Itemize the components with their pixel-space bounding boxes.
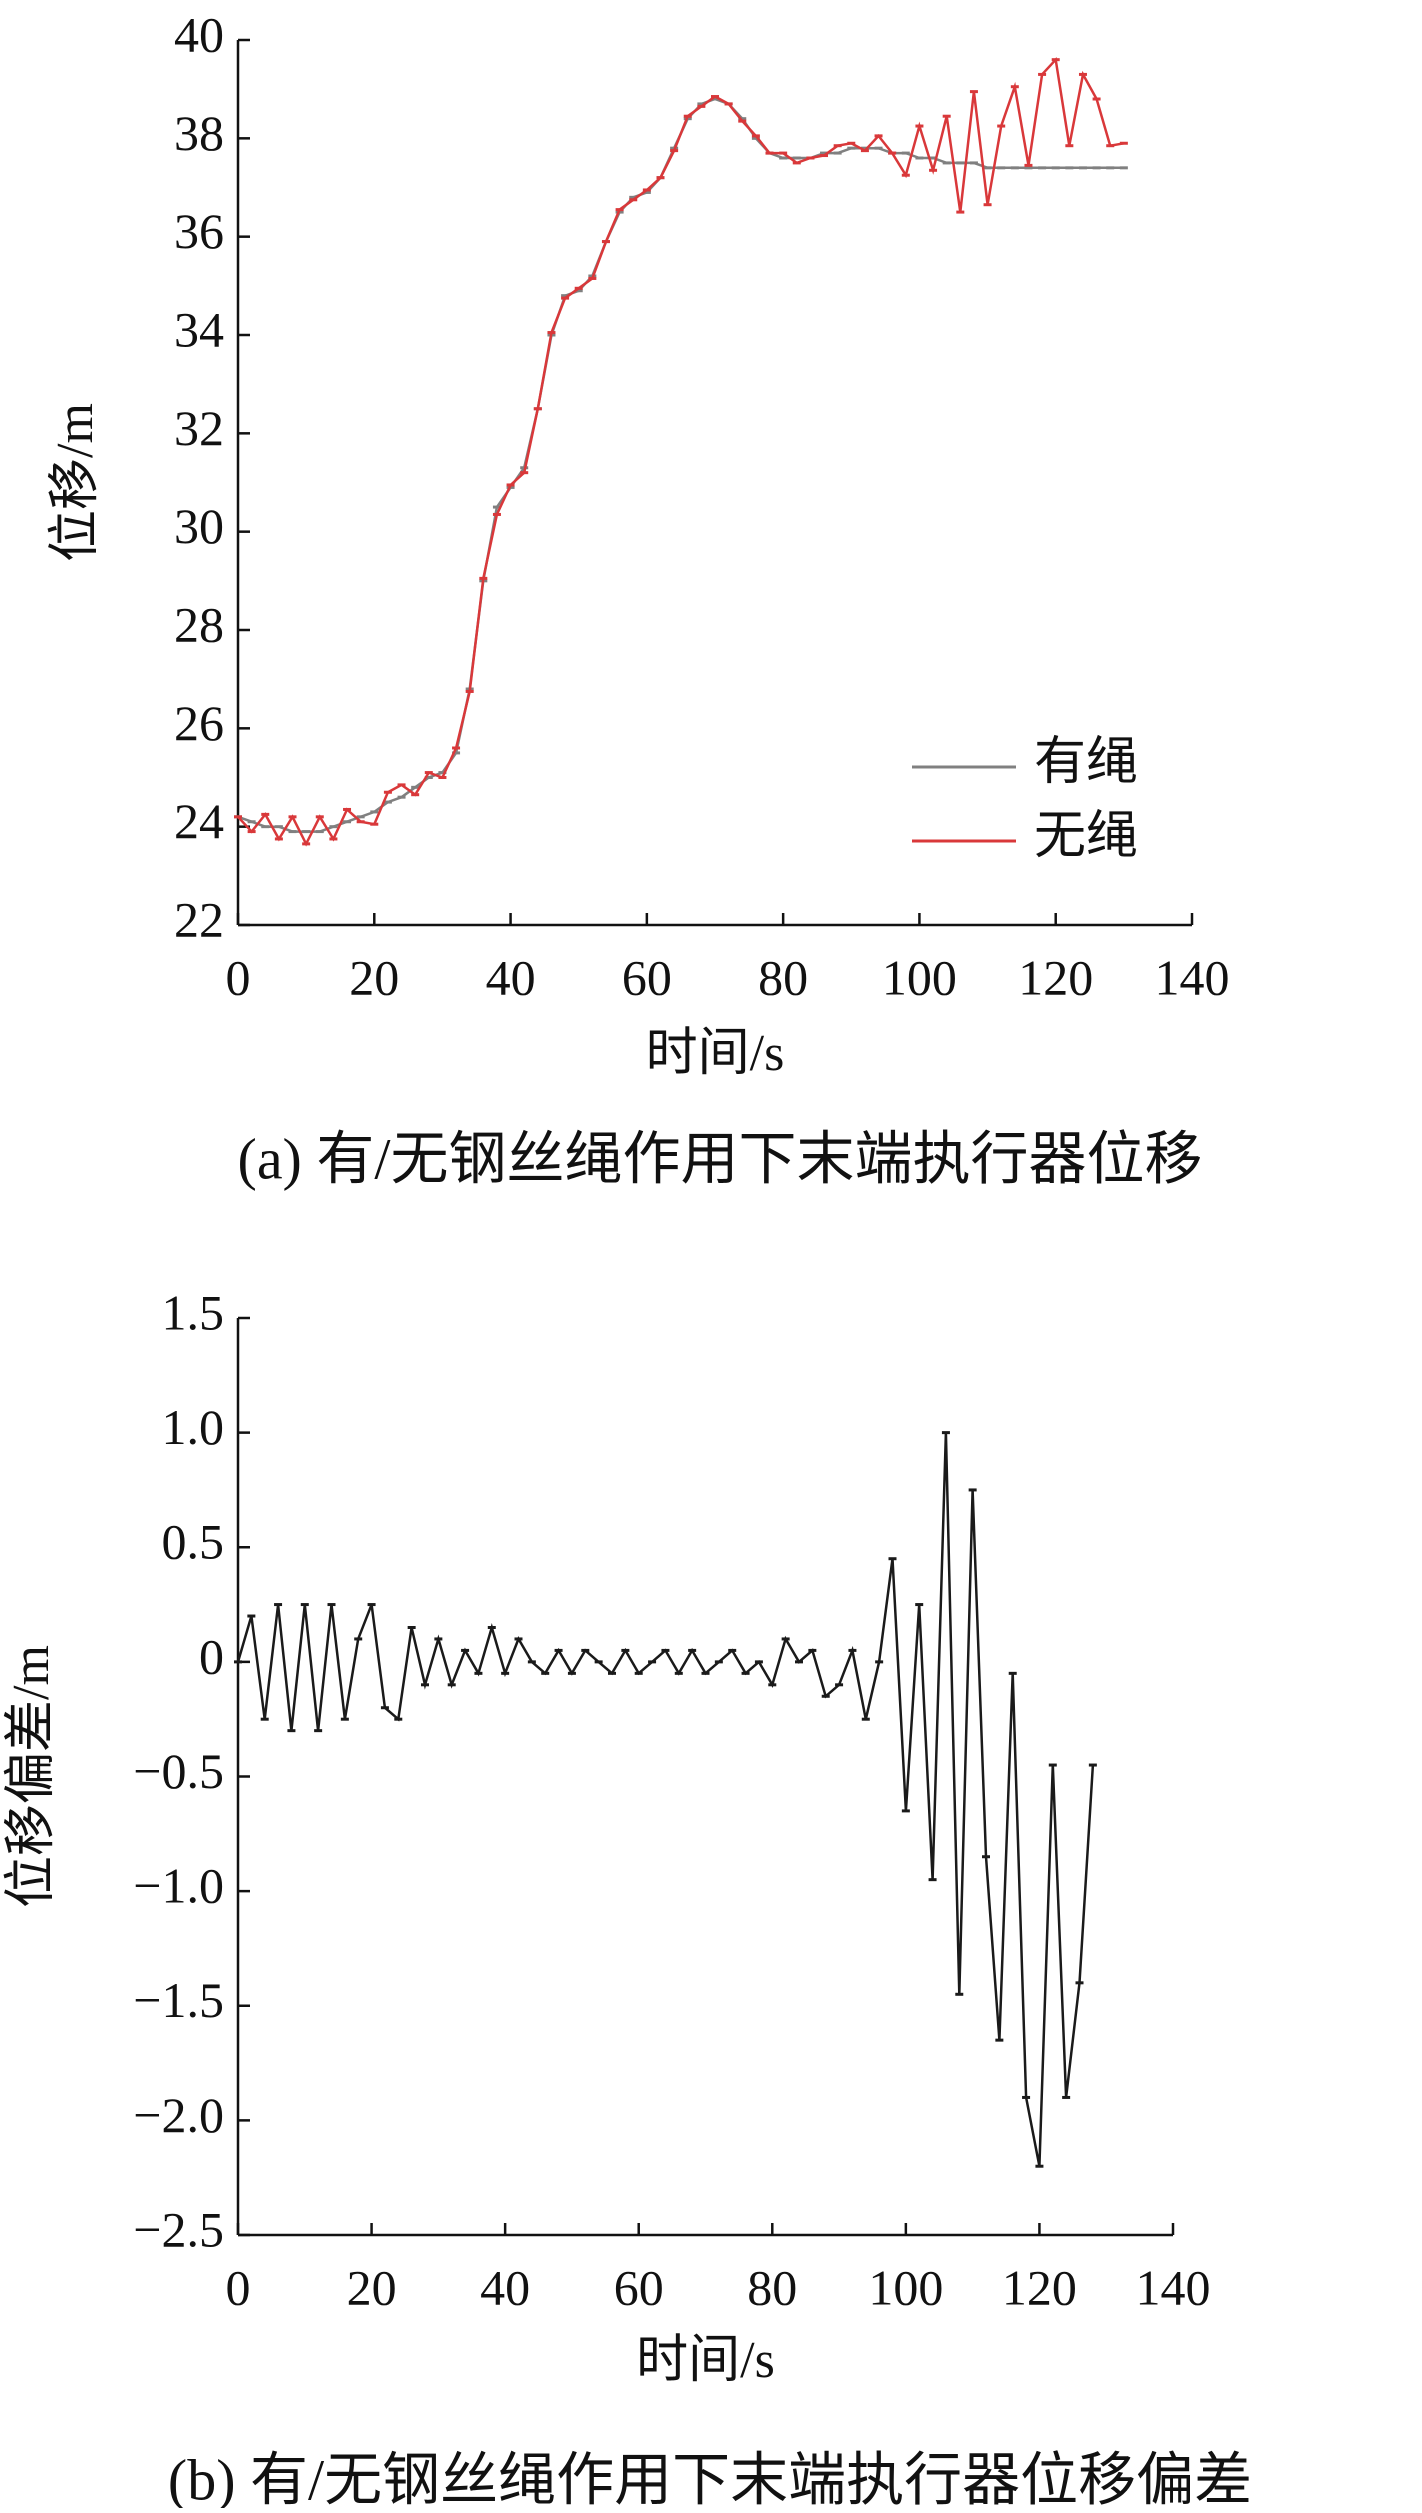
y-tick-label: −1.5 bbox=[133, 1972, 224, 2028]
y-tick-label: 0.5 bbox=[162, 1514, 225, 1570]
x-axis-label: 时间/s bbox=[646, 1025, 785, 1082]
x-tick-label: 80 bbox=[758, 949, 808, 1005]
x-tick-label: 120 bbox=[1002, 2259, 1077, 2315]
x-tick-label: 0 bbox=[226, 949, 251, 1005]
y-tick-label: 1.0 bbox=[162, 1399, 225, 1455]
y-axis-label: 位移偏差/m bbox=[3, 1645, 60, 1908]
y-tick-label: 26 bbox=[174, 695, 224, 751]
legend-label: 无绳 bbox=[1034, 808, 1138, 865]
y-tick-label: 22 bbox=[174, 891, 224, 947]
x-tick-label: 100 bbox=[868, 2259, 943, 2315]
caption: (b) 有/无钢丝绳作用下末端执行器位移偏差 bbox=[168, 2447, 1252, 2508]
x-tick-label: 100 bbox=[882, 949, 957, 1005]
legend-label: 有绳 bbox=[1034, 734, 1138, 791]
x-tick-label: 140 bbox=[1136, 2259, 1211, 2315]
x-tick-label: 0 bbox=[226, 2259, 251, 2315]
y-tick-label: 32 bbox=[174, 400, 224, 456]
y-tick-label: 40 bbox=[174, 6, 224, 62]
y-tick-label: 1.5 bbox=[162, 1284, 225, 1340]
series-line bbox=[237, 56, 1125, 847]
x-tick-label: 140 bbox=[1155, 949, 1230, 1005]
x-tick-label: 60 bbox=[622, 949, 672, 1005]
y-tick-label: 24 bbox=[174, 793, 224, 849]
y-tick-label: −1.0 bbox=[133, 1858, 224, 1914]
series-line bbox=[237, 97, 1124, 833]
x-tick-label: 20 bbox=[347, 2259, 397, 2315]
y-tick-label: −2.0 bbox=[133, 2087, 224, 2143]
y-tick-label: 34 bbox=[174, 301, 224, 357]
x-tick-label: 20 bbox=[349, 949, 399, 1005]
y-axis-label: 位移/m bbox=[47, 403, 104, 562]
x-tick-label: 40 bbox=[480, 2259, 530, 2315]
series-line bbox=[236, 1432, 1095, 2167]
y-tick-label: 0 bbox=[199, 1628, 224, 1684]
x-tick-label: 40 bbox=[486, 949, 536, 1005]
y-tick-label: 28 bbox=[174, 596, 224, 652]
x-tick-label: 80 bbox=[747, 2259, 797, 2315]
y-tick-label: −2.5 bbox=[133, 2201, 224, 2257]
y-tick-label: 30 bbox=[174, 498, 224, 554]
caption: (a) 有/无钢丝绳作用下末端执行器位移 bbox=[238, 1126, 1203, 1191]
y-tick-label: 38 bbox=[174, 105, 224, 161]
x-tick-label: 60 bbox=[614, 2259, 664, 2315]
y-tick-label: 36 bbox=[174, 203, 224, 259]
x-axis-label: 时间/s bbox=[636, 2332, 775, 2389]
x-tick-label: 120 bbox=[1018, 949, 1093, 1005]
y-tick-label: −0.5 bbox=[133, 1743, 224, 1799]
